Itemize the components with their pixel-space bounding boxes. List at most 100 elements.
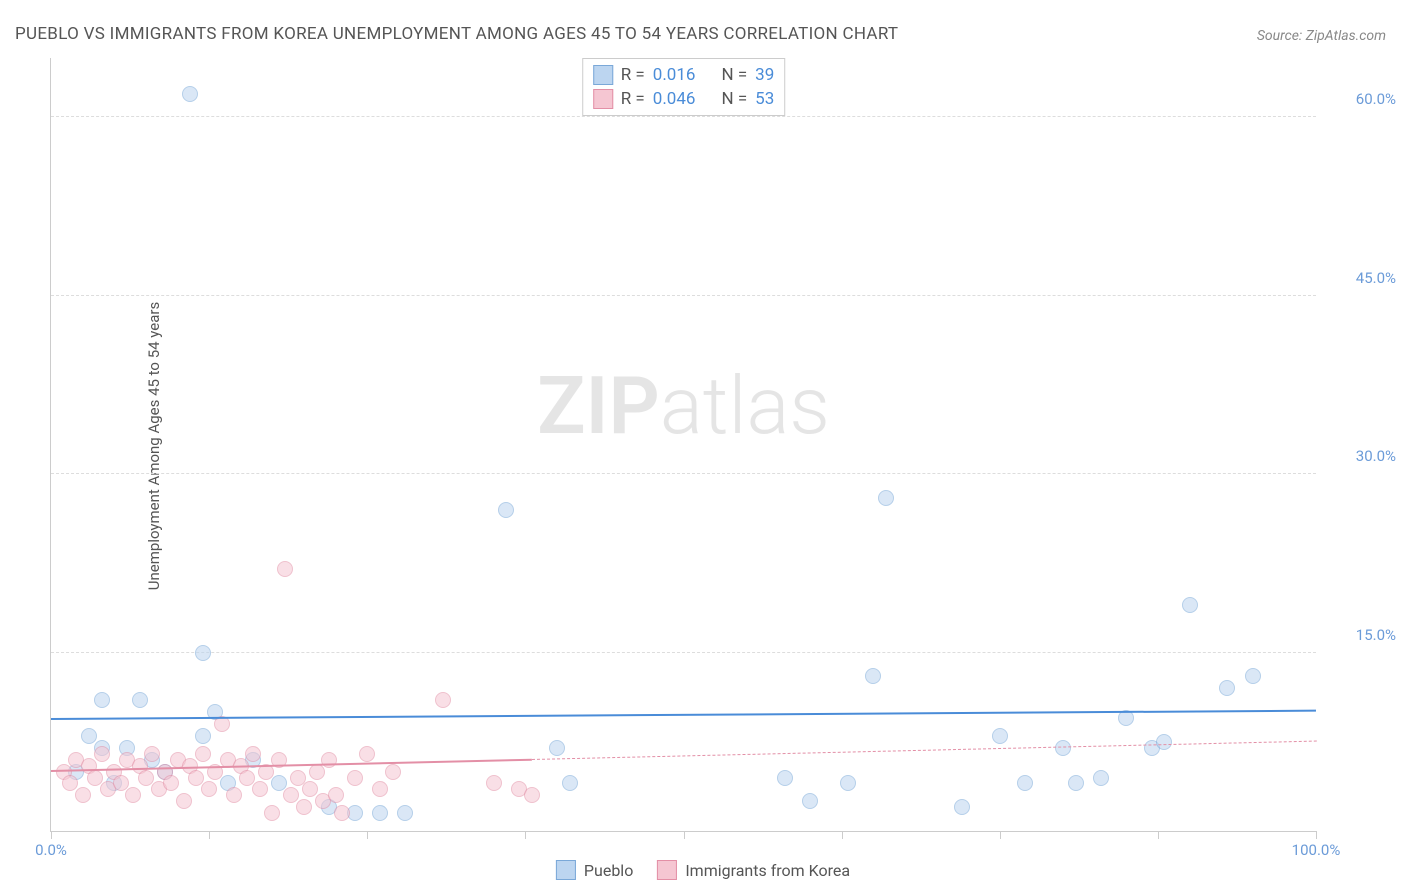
- swatch-pueblo-bottom: [556, 860, 576, 880]
- scatter-point: [1219, 680, 1235, 696]
- scatter-point: [195, 645, 211, 661]
- scatter-point: [94, 746, 110, 762]
- r-value-korea: 0.046: [653, 89, 696, 109]
- trend-line-dashed: [532, 741, 1316, 760]
- scatter-point: [359, 746, 375, 762]
- swatch-korea-bottom: [657, 860, 677, 880]
- scatter-point: [562, 775, 578, 791]
- series-label-pueblo: Pueblo: [584, 861, 633, 880]
- swatch-pueblo: [593, 65, 613, 85]
- scatter-point: [290, 770, 306, 786]
- swatch-korea: [593, 89, 613, 109]
- watermark-bold: ZIP: [537, 359, 660, 453]
- y-tick-label: 30.0%: [1326, 447, 1396, 465]
- scatter-point: [486, 775, 502, 791]
- scatter-point: [125, 787, 141, 803]
- scatter-point: [252, 781, 268, 797]
- series-label-korea: Immigrants from Korea: [685, 861, 850, 880]
- x-tick-label: 0.0%: [35, 841, 67, 859]
- scatter-point: [302, 781, 318, 797]
- stats-row-pueblo: R = 0.016 N = 39: [593, 63, 775, 87]
- scatter-point: [328, 787, 344, 803]
- scatter-point: [81, 728, 97, 744]
- scatter-point: [385, 764, 401, 780]
- scatter-point: [1156, 734, 1172, 750]
- scatter-point: [777, 770, 793, 786]
- scatter-point: [549, 740, 565, 756]
- bottom-legend: Pueblo Immigrants from Korea: [556, 860, 850, 880]
- scatter-point: [144, 746, 160, 762]
- chart-title: PUEBLO VS IMMIGRANTS FROM KOREA UNEMPLOY…: [15, 24, 898, 44]
- scatter-point: [264, 805, 280, 821]
- scatter-point: [138, 770, 154, 786]
- scatter-point: [802, 793, 818, 809]
- x-tick-label: 100.0%: [1292, 841, 1341, 859]
- scatter-point: [277, 561, 293, 577]
- gridline: [51, 116, 1316, 117]
- scatter-point: [132, 692, 148, 708]
- n-label: N =: [721, 65, 747, 85]
- scatter-point: [954, 799, 970, 815]
- gridline: [51, 473, 1316, 474]
- scatter-point: [176, 793, 192, 809]
- scatter-point: [182, 86, 198, 102]
- scatter-point: [347, 770, 363, 786]
- scatter-point: [498, 502, 514, 518]
- watermark: ZIPatlas: [537, 359, 830, 453]
- scatter-point: [372, 805, 388, 821]
- scatter-point: [372, 781, 388, 797]
- scatter-point: [62, 775, 78, 791]
- scatter-point: [865, 668, 881, 684]
- scatter-point: [1055, 740, 1071, 756]
- stats-legend: R = 0.016 N = 39 R = 0.046 N = 53: [582, 58, 786, 116]
- scatter-point: [435, 692, 451, 708]
- n-value-pueblo: 39: [755, 65, 774, 85]
- r-label: R =: [621, 65, 645, 85]
- scatter-point: [878, 490, 894, 506]
- scatter-point: [195, 746, 211, 762]
- scatter-point: [309, 764, 325, 780]
- scatter-point: [296, 799, 312, 815]
- scatter-point: [840, 775, 856, 791]
- scatter-point: [94, 692, 110, 708]
- x-tick: [525, 831, 526, 839]
- legend-item-korea: Immigrants from Korea: [657, 860, 850, 880]
- scatter-point: [195, 728, 211, 744]
- scatter-point: [188, 770, 204, 786]
- n-value-korea: 53: [755, 89, 774, 109]
- gridline: [51, 295, 1316, 296]
- scatter-point: [283, 787, 299, 803]
- scatter-point: [1093, 770, 1109, 786]
- source-attribution: Source: ZipAtlas.com: [1257, 28, 1386, 44]
- x-tick: [1000, 831, 1001, 839]
- scatter-point: [1017, 775, 1033, 791]
- correlation-chart: PUEBLO VS IMMIGRANTS FROM KOREA UNEMPLOY…: [0, 0, 1406, 892]
- scatter-point: [524, 787, 540, 803]
- x-tick: [1316, 831, 1317, 839]
- y-tick-label: 45.0%: [1326, 269, 1396, 287]
- n-label: N =: [721, 89, 747, 109]
- scatter-point: [334, 805, 350, 821]
- x-tick: [1158, 831, 1159, 839]
- y-tick-label: 15.0%: [1326, 626, 1396, 644]
- scatter-point: [163, 775, 179, 791]
- watermark-light: atlas: [660, 359, 830, 453]
- x-tick: [51, 831, 52, 839]
- x-tick: [209, 831, 210, 839]
- scatter-point: [1245, 668, 1261, 684]
- scatter-point: [113, 775, 129, 791]
- stats-row-korea: R = 0.046 N = 53: [593, 87, 775, 111]
- scatter-point: [239, 770, 255, 786]
- r-value-pueblo: 0.016: [653, 65, 696, 85]
- scatter-point: [87, 770, 103, 786]
- gridline: [51, 652, 1316, 653]
- x-tick: [842, 831, 843, 839]
- scatter-point: [271, 775, 287, 791]
- scatter-point: [75, 787, 91, 803]
- x-tick: [367, 831, 368, 839]
- scatter-point: [1182, 597, 1198, 613]
- x-tick: [684, 831, 685, 839]
- scatter-point: [397, 805, 413, 821]
- legend-item-pueblo: Pueblo: [556, 860, 633, 880]
- scatter-point: [245, 746, 261, 762]
